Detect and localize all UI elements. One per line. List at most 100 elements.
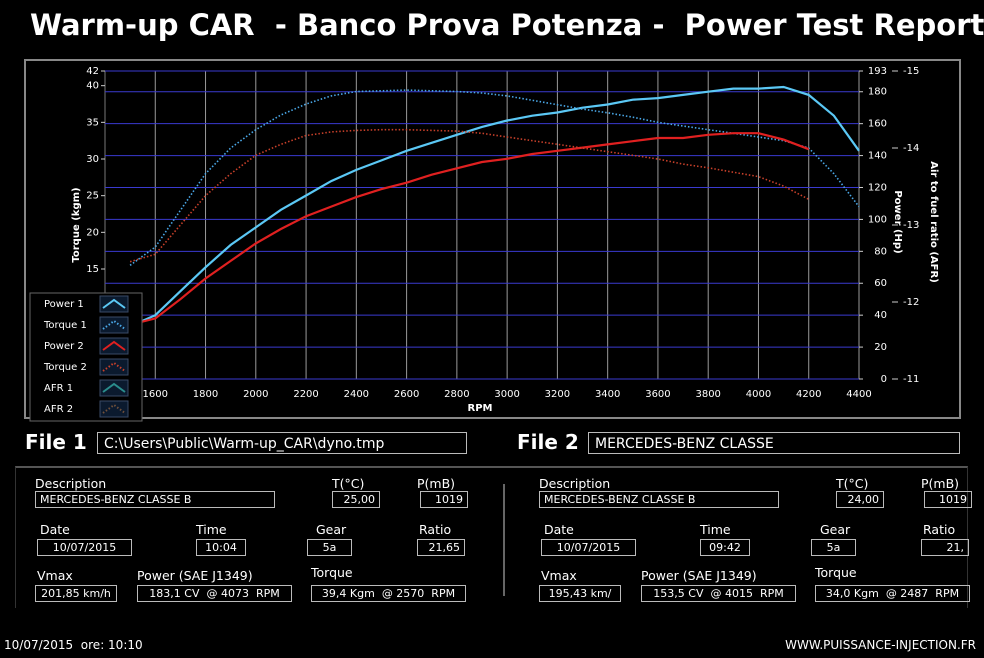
field-value: 5a [307,539,352,556]
report-title: Warm-up CAR - Banco Prova Potenza - Powe… [30,8,984,42]
field-value: MERCEDES-BENZ CLASSE B [35,491,275,508]
field-label: P(mB) [921,476,960,491]
y2-tick-label: 100 [868,214,887,225]
y2-tick-label: 60 [874,278,887,289]
x-tick-label: 3400 [595,389,620,400]
y2-tick-label: 160 [868,119,887,130]
y3-axis-title: Air to fuel ratio (AFR) [928,161,939,283]
legend-label: AFR 2 [44,404,73,415]
info-panel [15,466,968,608]
field-label: Description [35,476,107,491]
y3-tick-label: -14 [903,143,919,154]
y-tick-label: 30 [86,154,99,165]
legend-label: Power 2 [44,341,84,352]
x-tick-label: 2800 [444,389,469,400]
x-tick-label: 3200 [545,389,570,400]
field-value: 21,65 [417,539,465,556]
field-label: Torque [311,565,353,580]
footer-datetime: 10/07/2015 ore: 10:10 [4,638,143,652]
y-tick-label: 20 [86,227,99,238]
x-tick-label: 2000 [243,389,268,400]
field-label: Gear [820,522,851,537]
legend-label: Torque 2 [43,362,87,373]
file-label: File 2 [517,430,579,454]
chart: 1600 1800 2000 2200 2400 2600 2800 3000 3200 3400… [24,59,961,422]
x-axis-title: RPM [468,403,493,414]
y2-tick-label: 20 [874,342,887,353]
x-tick-label: 4400 [846,389,871,400]
y2-tick-label: 0 [881,374,887,385]
series-line [129,128,810,263]
field-value: 1019 [420,491,468,508]
y-tick-label: 40 [86,81,99,92]
field-label: Date [40,522,70,537]
legend-line [102,361,126,372]
legend-swatch [99,400,129,418]
field-label: Time [196,522,227,537]
y2-tick-label: 140 [868,151,887,162]
field-value: 39,4 Kgm @ 2570 RPM [311,585,466,602]
legend-label: Torque 1 [43,320,87,331]
x-tick-label: 3800 [695,389,720,400]
field-value: 24,00 [836,491,884,508]
legend-line [102,319,126,330]
y3-tick-label: -12 [903,297,919,308]
field-value: 195,43 km/ [539,585,621,602]
y3-tick-label: -11 [903,374,919,385]
y2-tick-label: 40 [874,310,887,321]
field-value: 10/07/2015 [37,539,132,556]
legend-label: Power 1 [44,299,84,310]
field-label: Vmax [37,568,73,583]
y3-tick-label: -15 [903,66,919,77]
x-tick-label: 4200 [796,389,821,400]
field-label: Power (SAE J1349) [641,568,757,583]
field-label: Gear [316,522,347,537]
field-value: 09:42 [700,539,750,556]
y-axis-title: Torque (kgm) [71,187,82,262]
field-label: Vmax [541,568,577,583]
y3-tick-label: -13 [903,220,919,231]
x-tick-label: 2600 [394,389,419,400]
file-label: File 1 [25,430,87,454]
y-tick-label: 25 [86,191,99,202]
legend-line [102,382,126,393]
field-value: 34,0 Kgm @ 2487 RPM [815,585,970,602]
field-value: 201,85 km/h [35,585,117,602]
series-line [129,132,810,326]
footer-website: WWW.PUISSANCE-INJECTION.FR [785,638,976,652]
x-tick-label: 3600 [645,389,670,400]
x-tick-label: 1800 [193,389,218,400]
y2-tick-label: 80 [874,246,887,257]
field-label: T(°C) [332,476,365,491]
field-label: Power (SAE J1349) [137,568,253,583]
legend-line [102,340,126,351]
y2-tick-label: 120 [868,182,887,193]
field-value: MERCEDES-BENZ CLASSE B [539,491,779,508]
file-path[interactable]: MERCEDES-BENZ CLASSE [588,432,960,454]
field-value: 5a [811,539,856,556]
file-path[interactable]: C:\Users\Public\Warm-up_CAR\dyno.tmp [97,432,467,454]
y2-tick-label: 193 [868,66,887,77]
y-tick-label: 42 [86,66,99,77]
legend-box [29,292,143,422]
plot-area [104,70,860,380]
legend-swatch [99,358,129,376]
legend-line [102,298,126,309]
field-value: 21, [921,539,969,556]
field-value: 183,1 CV @ 4073 RPM [137,585,292,602]
legend-swatch [99,316,129,334]
x-tick-label: 1600 [143,389,168,400]
field-label: Time [700,522,731,537]
x-tick-label: 4000 [746,389,771,400]
field-label: Torque [815,565,857,580]
field-label: P(mB) [417,476,456,491]
y-tick-label: 35 [86,117,99,128]
panel-separator [503,484,505,596]
field-label: Description [539,476,611,491]
field-value: 10/07/2015 [541,539,636,556]
field-value: 1019 [924,491,972,508]
legend-swatch [99,337,129,355]
legend-line [102,403,126,414]
field-label: Date [544,522,574,537]
